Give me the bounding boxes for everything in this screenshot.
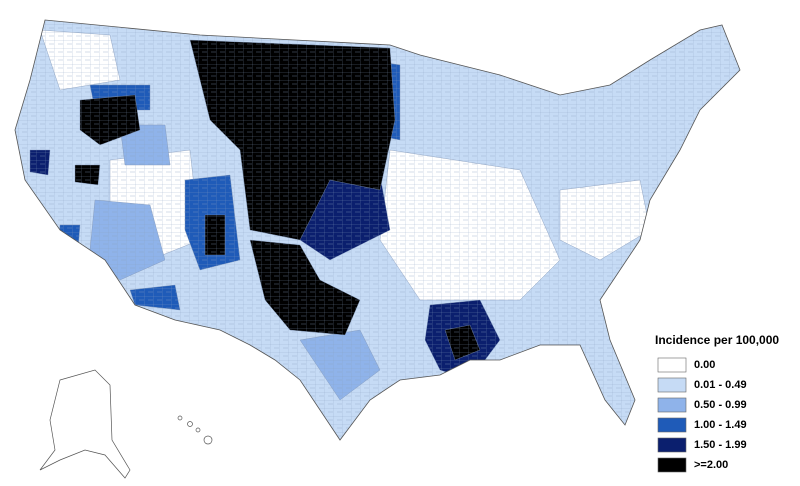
legend-swatch (657, 377, 687, 393)
legend-swatch (657, 357, 687, 373)
legend-label: 1.00 - 1.49 (694, 419, 747, 431)
legend-label: 0.01 - 0.49 (694, 379, 747, 391)
legend-label: >=2.00 (694, 459, 728, 471)
legend-swatch (657, 417, 687, 433)
alaska (39, 369, 131, 479)
hawaii (177, 415, 213, 445)
legend-label: 0.50 - 0.99 (694, 399, 747, 411)
legend: Incidence per 100,000 0.00 0.01 - 0.49 0.5… (655, 333, 779, 473)
us-outline (14, 19, 741, 441)
legend-swatch (657, 457, 687, 473)
legend-swatch (657, 397, 687, 413)
legend-swatch (657, 437, 687, 453)
legend-label: 0.00 (694, 359, 715, 371)
legend-label: 1.50 - 1.99 (694, 439, 747, 451)
legend-title: Incidence per 100,000 (655, 333, 779, 347)
